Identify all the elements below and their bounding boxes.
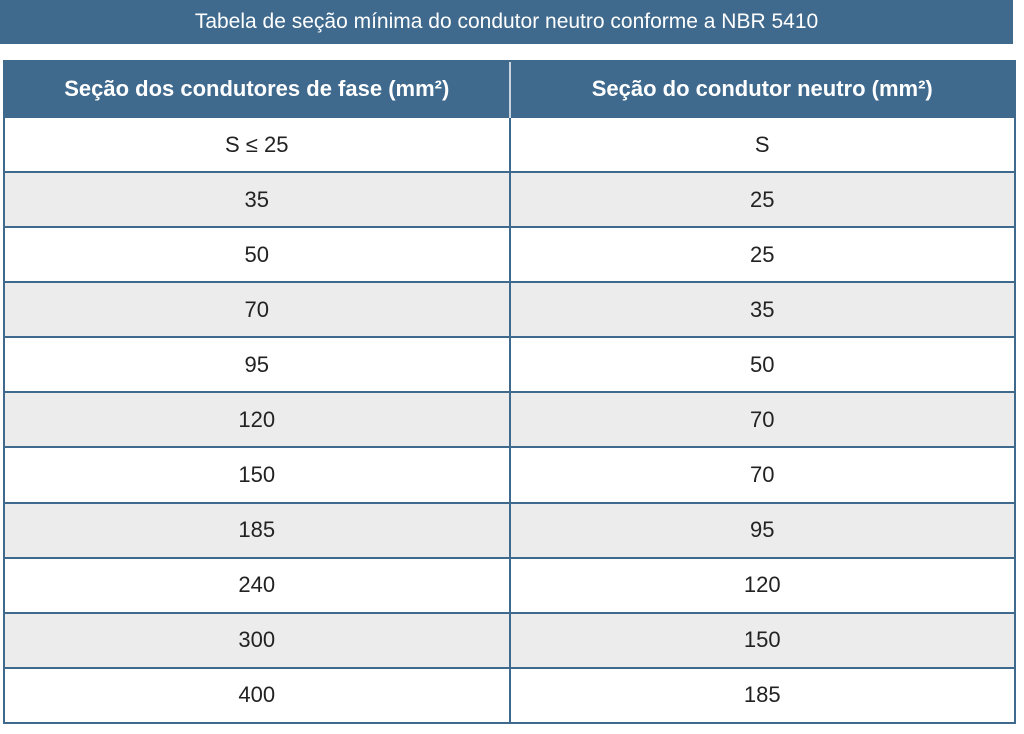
- table-row: 150 70: [5, 446, 1014, 503]
- phase-section-cell: 300: [5, 611, 511, 668]
- table-row: 400 185: [5, 666, 1014, 722]
- phase-section-cell: 240: [5, 556, 511, 613]
- neutral-section-cell: 95: [509, 501, 1014, 558]
- table-header: Seção dos condutores de fase (mm²) Seção…: [5, 62, 1014, 117]
- header-phase-section: Seção dos condutores de fase (mm²): [5, 62, 511, 117]
- neutral-section-cell: 35: [509, 281, 1014, 338]
- phase-section-cell: 185: [5, 501, 511, 558]
- neutral-section-cell: 25: [509, 171, 1014, 228]
- data-table: Seção dos condutores de fase (mm²) Seção…: [5, 62, 1014, 722]
- table-row: 50 25: [5, 226, 1014, 283]
- phase-section-cell: 35: [5, 171, 511, 228]
- phase-section-cell: 95: [5, 336, 511, 393]
- table-row: 185 95: [5, 501, 1014, 558]
- table-row: 240 120: [5, 556, 1014, 613]
- neutral-section-table: Seção dos condutores de fase (mm²) Seção…: [3, 60, 1016, 724]
- neutral-section-cell: 70: [509, 446, 1014, 503]
- neutral-section-cell: 25: [509, 226, 1014, 283]
- phase-section-cell: 50: [5, 226, 511, 283]
- header-neutral-section: Seção do condutor neutro (mm²): [509, 62, 1014, 117]
- page-title: Tabela de seção mínima do condutor neutr…: [0, 0, 1013, 44]
- phase-section-cell: 120: [5, 391, 511, 448]
- table-row: 70 35: [5, 281, 1014, 338]
- header-row: Seção dos condutores de fase (mm²) Seção…: [5, 62, 1014, 117]
- phase-section-cell: 70: [5, 281, 511, 338]
- table-row: 95 50: [5, 336, 1014, 393]
- phase-section-cell: S ≤ 25: [5, 115, 511, 173]
- neutral-section-cell: 50: [509, 336, 1014, 393]
- table-body: S ≤ 25 S 35 25 50 25 70 35 95 50 120 70: [5, 115, 1014, 722]
- table-row: S ≤ 25 S: [5, 115, 1014, 173]
- neutral-section-cell: 70: [509, 391, 1014, 448]
- neutral-section-cell: 150: [509, 611, 1014, 668]
- table-row: 300 150: [5, 611, 1014, 668]
- table-row: 35 25: [5, 171, 1014, 228]
- phase-section-cell: 150: [5, 446, 511, 503]
- table-row: 120 70: [5, 391, 1014, 448]
- neutral-section-cell: 185: [509, 666, 1014, 722]
- phase-section-cell: 400: [5, 666, 511, 722]
- neutral-section-cell: 120: [509, 556, 1014, 613]
- neutral-section-cell: S: [509, 115, 1014, 173]
